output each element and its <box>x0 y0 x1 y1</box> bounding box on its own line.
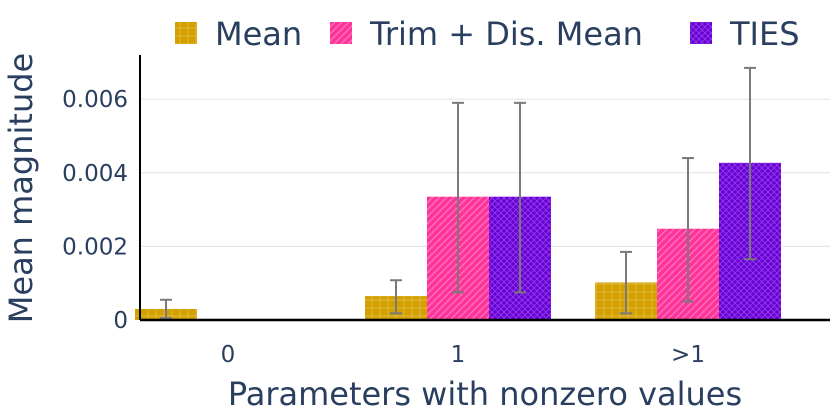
x-tick-label: 0 <box>221 342 236 368</box>
legend-label: Mean <box>215 15 302 53</box>
error-bar <box>452 101 464 294</box>
y-tick-labels: 0 0.002 0.004 0.006 <box>62 87 128 334</box>
error-bar <box>744 66 756 261</box>
x-tick-labels: 0 1 >1 <box>221 342 705 368</box>
x-axis-title: Parameters with nonzero values <box>228 375 742 413</box>
y-tick-label: 0.006 <box>62 87 128 113</box>
y-tick-label: 0.004 <box>62 161 128 187</box>
error-bar <box>160 298 172 320</box>
error-bar <box>390 279 402 315</box>
x-tick-label: >1 <box>671 342 705 368</box>
legend-item: TIES <box>690 15 800 53</box>
legend-item: Mean <box>175 15 302 53</box>
error-bar <box>514 101 526 294</box>
y-tick-label: 0 <box>113 308 128 334</box>
legend-item: Trim + Dis. Mean <box>330 15 643 53</box>
x-tick-label: 1 <box>451 342 466 368</box>
legend-label: Trim + Dis. Mean <box>369 15 643 53</box>
error-bar <box>682 157 694 303</box>
legend: Mean Trim + Dis. Mean TIES <box>175 15 800 53</box>
error-bars <box>160 66 756 320</box>
y-tick-label: 0.002 <box>62 234 128 260</box>
legend-label: TIES <box>729 15 800 53</box>
error-bar <box>620 250 632 315</box>
y-axis-title: Mean magnitude <box>2 53 40 323</box>
